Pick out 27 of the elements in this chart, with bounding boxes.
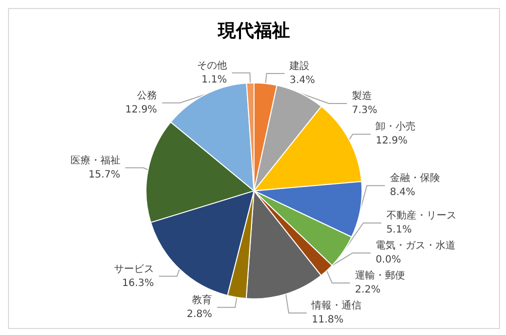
slice-label: 製造 bbox=[352, 90, 372, 102]
slice-label: 運輸・郵便 bbox=[355, 270, 406, 282]
data-label: 11.8% bbox=[312, 314, 344, 326]
data-label: 2.2% bbox=[355, 284, 380, 296]
slice-label: 建設 bbox=[288, 60, 310, 72]
slice-label: 医療・福祉 bbox=[70, 154, 120, 166]
slice-label: 公務 bbox=[137, 89, 158, 102]
slice-label: 卸・小売 bbox=[376, 120, 416, 133]
data-label: 16.3% bbox=[122, 278, 154, 289]
slice-label: 金融・保険 bbox=[390, 172, 440, 184]
data-label: 3.4% bbox=[290, 75, 315, 86]
data-label: 7.3% bbox=[352, 105, 378, 116]
slice-label: 不動産・リース bbox=[386, 210, 456, 222]
slice-label: 情報・通信 bbox=[310, 300, 362, 312]
category-label: 電気・ガス・水道 bbox=[376, 240, 456, 252]
data-label: 12.9% bbox=[125, 104, 158, 116]
slice-label: その他 bbox=[196, 59, 227, 72]
slice-label: サービス bbox=[114, 264, 154, 275]
data-label: 1.1% bbox=[202, 74, 227, 86]
data-label: 2.8% bbox=[186, 308, 212, 320]
text: 0.0% bbox=[376, 254, 401, 266]
data-label: 5.1% bbox=[386, 224, 412, 236]
data-label: 15.7% bbox=[88, 169, 120, 180]
chart-title: 現代福祉 bbox=[217, 20, 290, 42]
slice-label: 教育 bbox=[192, 294, 212, 306]
data-label: 8.4% bbox=[390, 187, 416, 198]
data-label: 12.9% bbox=[376, 136, 408, 147]
